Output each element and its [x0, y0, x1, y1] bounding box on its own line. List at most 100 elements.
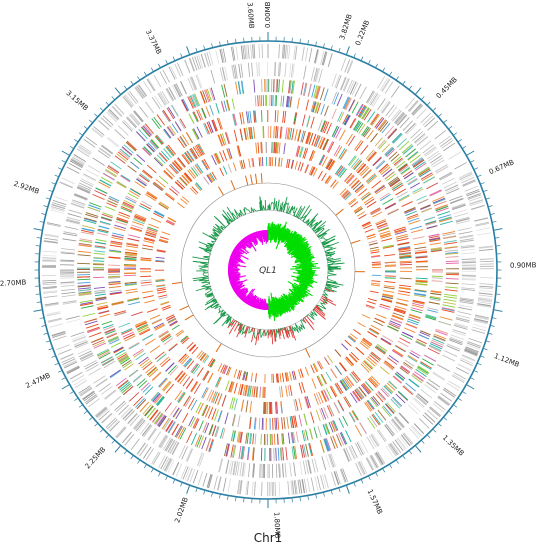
gene-mark	[339, 362, 347, 372]
gene-mark	[101, 144, 114, 154]
gene-mark	[398, 290, 411, 294]
gene-mark	[209, 439, 215, 453]
gene-mark	[188, 168, 197, 179]
gene-mark	[188, 113, 195, 124]
gene-mark	[114, 311, 127, 317]
gene-mark	[368, 435, 377, 448]
gene-mark	[210, 391, 217, 403]
gene-mark	[341, 431, 348, 445]
gene-mark	[251, 481, 254, 496]
gene-mark	[424, 384, 437, 394]
gene-mark	[399, 253, 412, 256]
scale-tick	[420, 96, 425, 101]
gene-mark	[236, 461, 240, 476]
gene-mark	[384, 171, 395, 180]
gene-mark	[177, 392, 186, 403]
scale-tick	[353, 482, 356, 487]
gene-mark	[77, 348, 91, 355]
gene-mark	[338, 167, 346, 178]
gc-content-mark	[198, 265, 209, 268]
gene-mark	[302, 479, 306, 494]
gene-mark	[296, 129, 301, 142]
gene-mark	[203, 123, 209, 135]
gene-mark	[217, 134, 223, 147]
gene-mark	[242, 371, 246, 381]
gene-mark	[366, 400, 375, 410]
gene-mark	[414, 250, 427, 254]
gene-mark	[437, 211, 450, 216]
gene-mark	[251, 447, 254, 461]
gene-mark	[128, 342, 140, 349]
gene-mark	[416, 394, 428, 405]
gene-mark	[381, 387, 391, 397]
gene-mark	[84, 394, 97, 404]
gene-mark	[416, 108, 427, 120]
gene-mark	[151, 96, 161, 110]
gene-mark	[420, 112, 432, 124]
gene-mark	[451, 203, 466, 210]
gc-content-mark	[315, 305, 320, 309]
gc-content-mark	[324, 247, 337, 252]
gene-mark	[226, 148, 232, 160]
gene-mark	[324, 474, 329, 488]
gene-mark	[69, 372, 83, 380]
gc-content-mark	[314, 224, 325, 234]
gene-mark	[459, 359, 473, 367]
gene-mark	[92, 157, 105, 166]
gene-mark	[102, 324, 114, 329]
gene-mark	[194, 56, 200, 70]
gene-mark	[461, 287, 476, 290]
gene-mark	[143, 81, 152, 94]
gene-mark	[370, 249, 380, 252]
gene-mark	[178, 353, 187, 362]
scale-tick	[368, 59, 371, 65]
gene-mark	[387, 208, 399, 215]
gene-mark	[446, 345, 460, 352]
gene-mark	[433, 198, 446, 205]
gene-mark	[432, 402, 444, 413]
gene-mark	[431, 157, 444, 166]
gene-mark	[291, 415, 295, 428]
scale-tick	[78, 404, 83, 408]
gene-mark	[194, 434, 201, 447]
scale-tick	[123, 450, 128, 455]
gene-mark	[283, 110, 287, 123]
gene-mark	[168, 66, 176, 80]
gene-mark	[328, 160, 336, 171]
gene-mark	[343, 114, 350, 125]
gene-mark	[379, 78, 388, 91]
gene-mark	[119, 148, 131, 158]
gene-mark	[407, 355, 418, 363]
gene-mark	[314, 49, 318, 64]
gene-mark	[275, 95, 278, 107]
gene-mark	[174, 390, 183, 401]
gene-mark	[140, 382, 150, 391]
gene-mark	[316, 86, 321, 99]
gene-mark	[93, 257, 105, 260]
gene-mark	[122, 121, 133, 132]
gene-mark	[99, 179, 112, 187]
gc-content-mark	[193, 278, 209, 282]
gene-mark	[392, 156, 402, 164]
scale-tick	[408, 450, 413, 455]
gene-mark	[66, 166, 80, 174]
gene-mark	[101, 413, 113, 424]
gene-mark	[469, 199, 483, 205]
gene-mark	[391, 315, 404, 321]
gene-mark	[370, 455, 378, 468]
scale-tick	[41, 213, 46, 215]
gene-mark	[143, 124, 153, 135]
gene-mark	[124, 283, 137, 286]
gene-mark	[255, 142, 258, 154]
gene-mark	[191, 128, 199, 140]
gene-mark	[60, 277, 75, 279]
gene-mark	[369, 354, 379, 363]
gene-mark	[212, 391, 218, 404]
gene-mark	[149, 314, 161, 320]
gene-mark	[322, 51, 327, 66]
scale-tick	[457, 397, 462, 401]
gene-mark	[177, 157, 186, 168]
gene-mark	[459, 234, 474, 238]
gene-mark	[461, 283, 476, 286]
gene-mark	[395, 372, 405, 381]
